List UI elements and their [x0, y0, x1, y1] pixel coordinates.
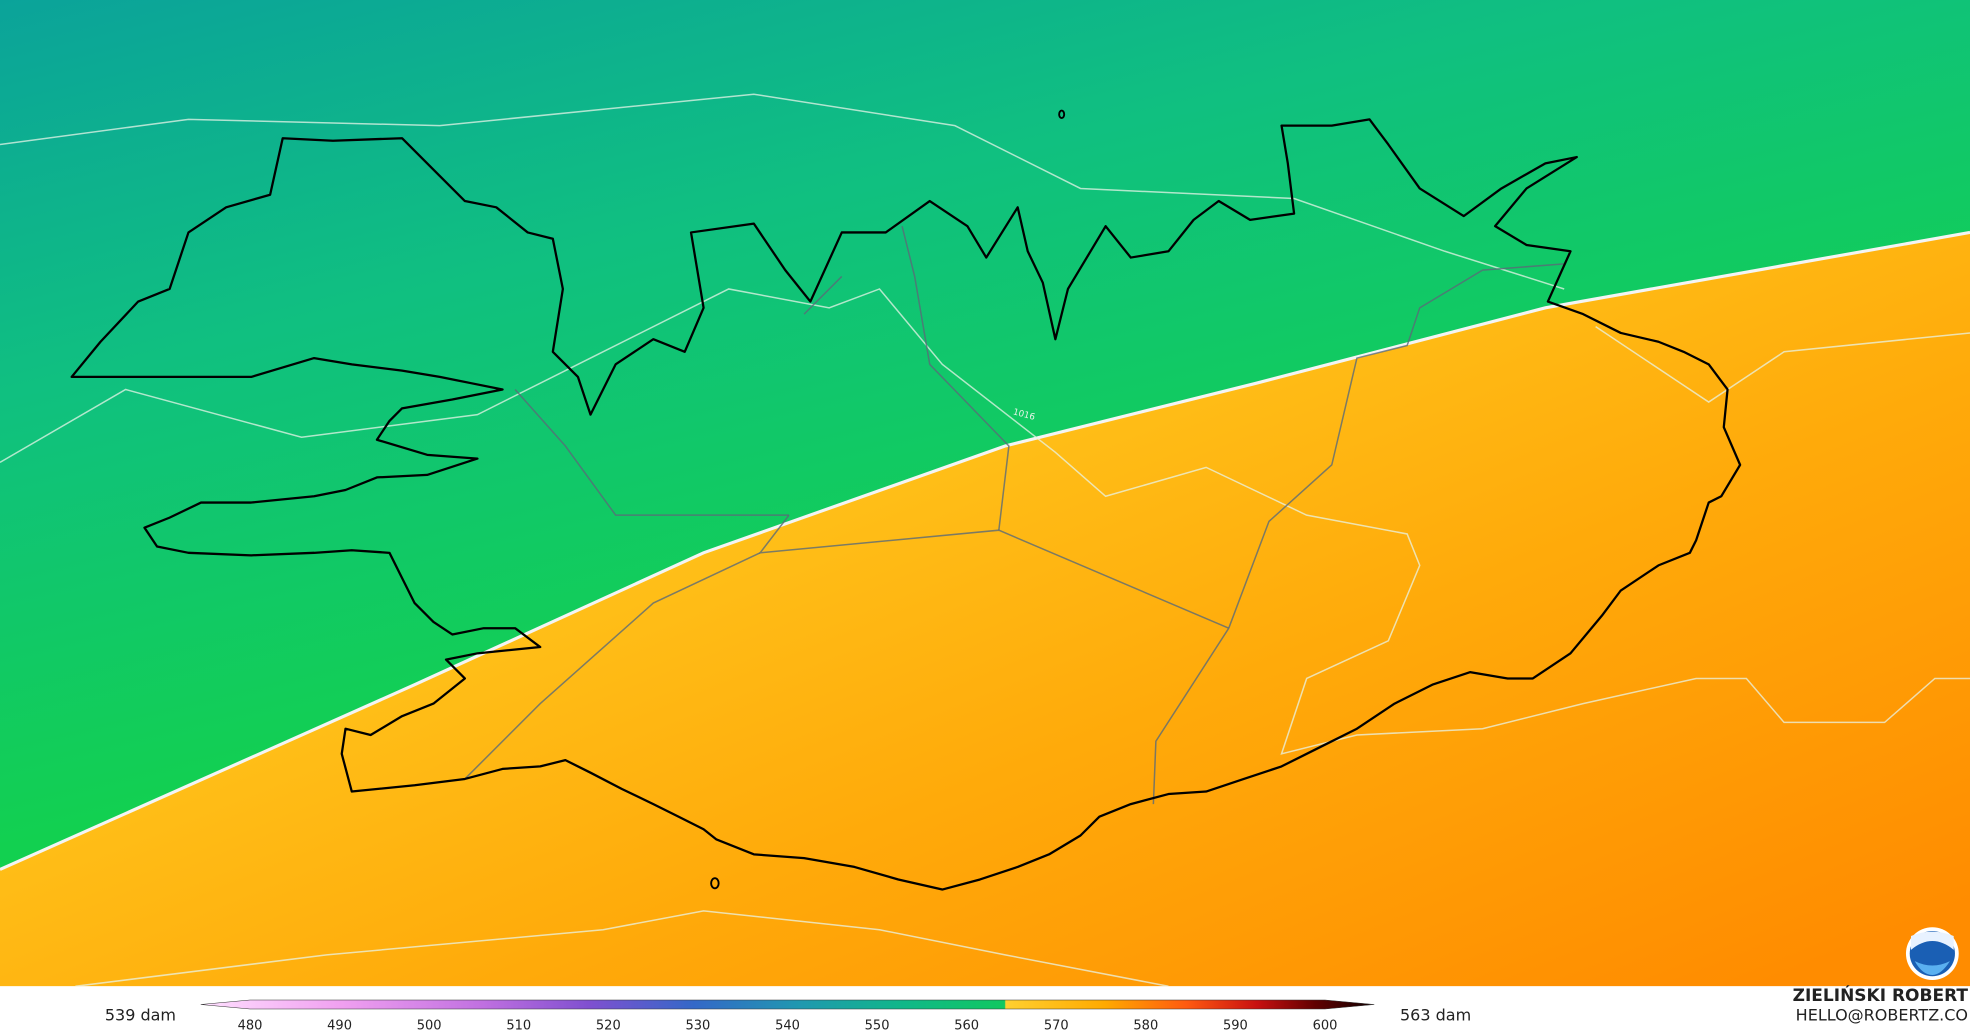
colorbar-tick-label: 550 — [865, 1019, 890, 1034]
legend-max-label: 563 dam — [1400, 1006, 1471, 1025]
colorbar-tick-label: 490 — [327, 1019, 352, 1034]
colorbar-legend: 539 dam 563 dam 480 490 500 510 520 530 540 550… — [105, 999, 1471, 1034]
colorbar-tick-label: 570 — [1044, 1019, 1069, 1034]
colorbar-tick-label: 600 — [1313, 1019, 1338, 1034]
noaa-logo — [1905, 927, 1959, 980]
colorbar — [200, 999, 1375, 1010]
colorbar-tick-label: 510 — [506, 1019, 531, 1034]
island — [1058, 109, 1066, 120]
legend-min-label: 539 dam — [105, 1006, 176, 1025]
map: 1016 — [0, 0, 1970, 987]
isobars — [0, 93, 1970, 987]
colorbar-tick-label: 560 — [954, 1019, 979, 1034]
colorbar-tick-label: 480 — [238, 1019, 263, 1034]
colorbar-tick-label: 590 — [1223, 1019, 1248, 1034]
island — [710, 877, 720, 890]
colorbar-tick-label: 530 — [686, 1019, 711, 1034]
contour-line — [0, 230, 1970, 871]
colorbar-tick-label: 540 — [775, 1019, 800, 1034]
credit-email: HELLO@ROBERTZ.CO — [1796, 1006, 1968, 1025]
colorbar-tick-label: 580 — [1133, 1019, 1158, 1034]
region-borders — [464, 225, 1565, 805]
cool-field — [0, 0, 1970, 870]
colorbar-tick-label: 500 — [417, 1019, 442, 1034]
colorbar-tick-label: 520 — [596, 1019, 621, 1034]
credit-name: ZIELIŃSKI ROBERT — [1793, 984, 1969, 1006]
coastline — [70, 118, 1742, 891]
